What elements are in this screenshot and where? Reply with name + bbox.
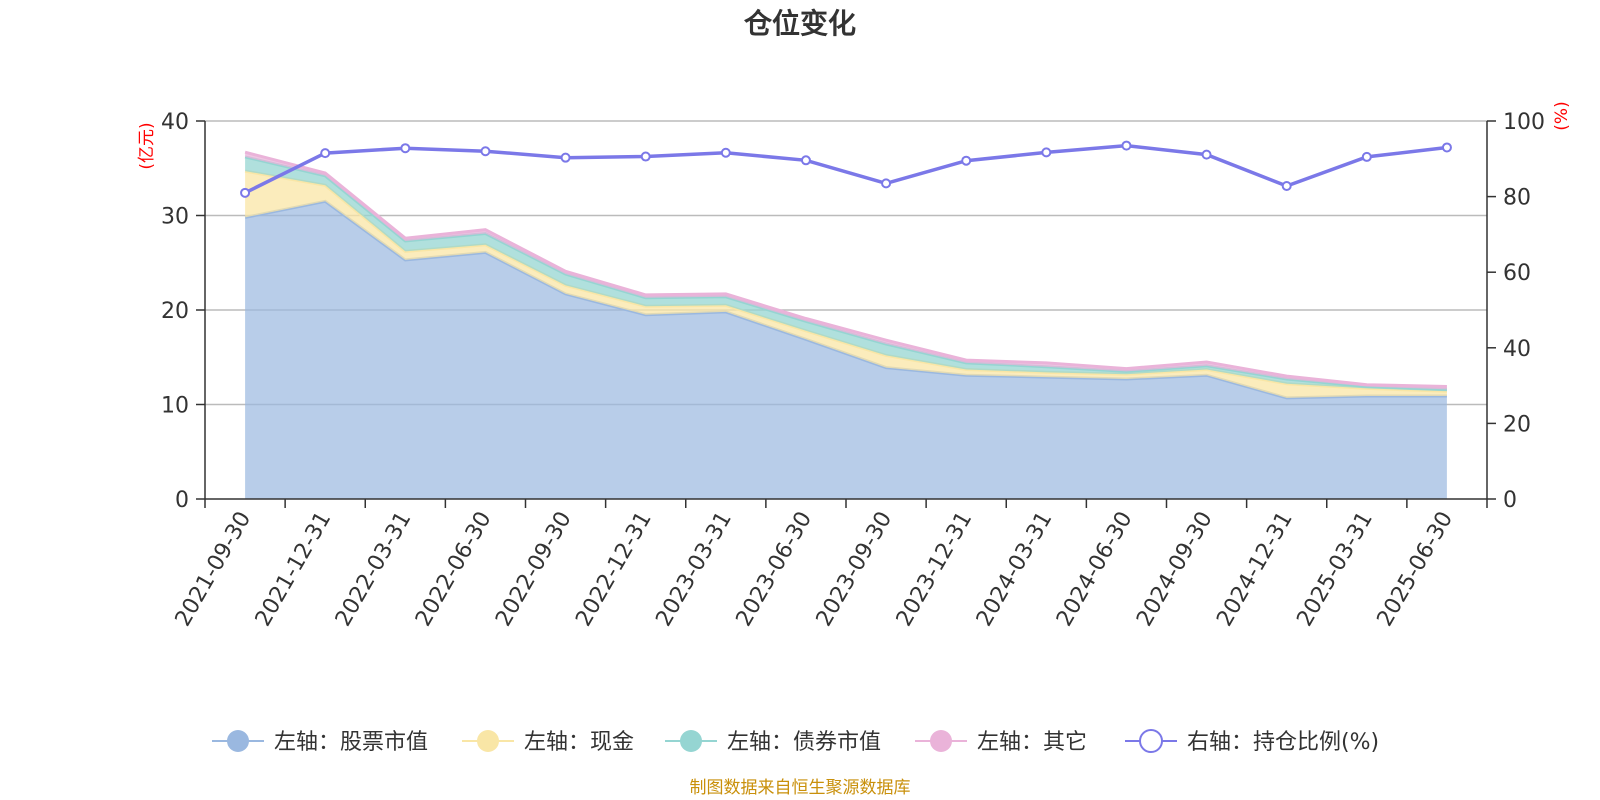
x-axis-tick-label: 2023-03-31 [651,508,737,631]
left-axis-tick-label: 30 [161,205,189,230]
x-axis-tick-label: 2024-03-31 [972,508,1058,631]
x-axis-tick-label: 2021-12-31 [251,508,337,631]
ratio-point [1041,147,1052,158]
x-axis-tick-label: 2025-03-31 [1292,508,1378,631]
ratio-point [560,152,571,163]
stacked-areas [244,150,1447,500]
ratio-point [320,148,331,159]
ratio-point [640,151,651,162]
right-axis-unit-label: (%) [1552,101,1572,130]
x-axis-tick-label: 2024-12-31 [1212,508,1298,631]
ratio-point [400,143,411,154]
right-axis-tick-label: 0 [1503,488,1517,513]
legend-item-bond: 左轴：债券市值 [665,730,881,755]
legend-label: 左轴：其它 [977,730,1087,755]
legend-marker [477,730,499,752]
area-cash [245,171,1447,398]
legend-item-other: 左轴：其它 [915,730,1087,755]
area-stock [245,201,1447,500]
ratio-point [1121,140,1132,151]
left-axis-tick-label: 10 [161,394,189,419]
legend-marker [227,730,249,752]
ratio-point [1201,149,1212,160]
legend-label: 左轴：股票市值 [274,730,428,755]
legend-item-cash: 左轴：现金 [462,730,634,755]
x-axis-tick-label: 2022-09-30 [491,508,577,631]
legend-label: 左轴：债券市值 [727,730,881,755]
right-axis-tick-label: 60 [1503,261,1531,286]
chart-title: 仓位变化 [744,7,856,40]
right-axis-tick-label: 40 [1503,337,1531,362]
x-axis-tick-label: 2021-09-30 [171,508,257,631]
ratio-point [480,146,491,157]
x-axis-tick-label: 2022-06-30 [411,508,497,631]
left-axis-tick-label: 20 [161,299,189,324]
x-axis-tick-label: 2023-06-30 [732,508,818,631]
legend: 左轴：股票市值 左轴：现金 左轴：债券市值 左轴：其它 右轴：持仓比例(%) [212,729,1379,755]
x-axis-tick-label: 2023-09-30 [812,508,898,631]
left-axis-tick-label: 0 [175,488,189,513]
right-axis-tick-label: 100 [1503,110,1545,135]
legend-item-stock: 左轴：股票市值 [212,730,428,755]
area-edge-other [244,150,1447,388]
ratio-line-layer [240,140,1452,198]
data-source-note: 制图数据来自恒生聚源数据库 [690,778,911,798]
x-axis-tick-label: 2022-03-31 [331,508,417,631]
x-axis-tick-label: 2024-09-30 [1132,508,1218,631]
legend-item-ratio: 右轴：持仓比例(%) [1125,729,1379,755]
ratio-point [1361,151,1372,162]
right-axis-tick-label: 80 [1503,186,1531,211]
legend-marker [680,730,702,752]
ratio-point [1281,181,1292,192]
x-axis-tick-label: 2025-06-30 [1373,508,1459,631]
legend-label: 左轴：现金 [524,730,634,755]
ratio-point [800,155,811,166]
legend-marker [1139,729,1163,753]
x-axis-tick-label: 2023-12-31 [892,508,978,631]
ratio-point [720,147,731,158]
x-axis-tick-label: 2022-12-31 [571,508,657,631]
ratio-line [244,143,1448,195]
ratio-point [961,155,972,166]
legend-label: 右轴：持仓比例(%) [1187,730,1379,755]
legend-marker [930,730,952,752]
right-axis-tick-label: 20 [1503,412,1531,437]
ratio-point [240,187,251,198]
ratio-point [881,178,892,189]
ratio-point [1441,142,1452,153]
left-axis-unit-label: (亿元) [137,122,157,169]
x-axis-tick-label: 2024-06-30 [1052,508,1138,631]
left-axis-tick-label: 40 [161,110,189,135]
